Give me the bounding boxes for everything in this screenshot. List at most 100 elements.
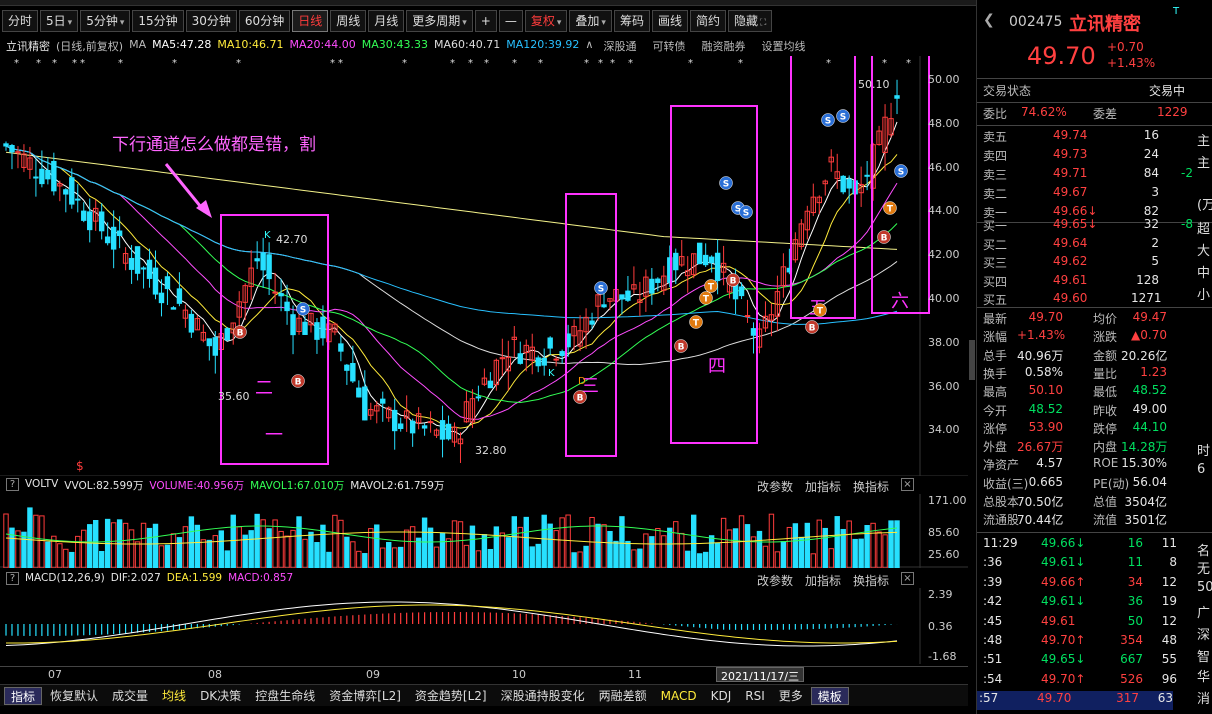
event-marker[interactable]: * (236, 58, 241, 69)
tab-daily[interactable]: 日线 (292, 10, 329, 32)
sell-signal-icon[interactable]: S (836, 109, 850, 123)
link-convertible[interactable]: 可转债 (652, 40, 686, 53)
buy-signal-icon[interactable]: B (726, 273, 740, 287)
help-icon[interactable]: ? (6, 572, 19, 585)
sell-signal-icon[interactable]: S (594, 281, 608, 295)
tab-chips[interactable]: 筹码 (613, 10, 650, 32)
event-marker[interactable]: * (330, 58, 335, 69)
tab-hide[interactable]: 隐藏 ⛶ (728, 10, 773, 32)
help-icon[interactable]: ? (6, 478, 19, 491)
fullscreen-icon[interactable]: ⛶ (760, 18, 767, 28)
event-marker[interactable]: * (610, 58, 615, 69)
event-marker[interactable]: * (538, 58, 543, 69)
event-marker[interactable]: * (598, 58, 603, 69)
macd-add-indicator-button[interactable]: 加指标 (804, 574, 841, 588)
event-marker[interactable]: * (584, 58, 589, 69)
event-marker[interactable]: * (172, 58, 177, 69)
indicator-tab-12[interactable]: RSI (745, 688, 765, 703)
tab-5min[interactable]: 5分钟 ▾ (80, 10, 131, 32)
t-signal-icon[interactable]: T (883, 201, 897, 215)
sell-signal-icon[interactable]: S (739, 205, 753, 219)
event-marker[interactable]: * (36, 58, 41, 69)
event-marker[interactable]: * (450, 58, 455, 69)
event-marker[interactable]: * (468, 58, 473, 69)
indicator-tab-5[interactable]: 控盘生命线 (255, 688, 316, 703)
event-marker[interactable]: * (80, 58, 85, 69)
buy-signal-icon[interactable]: B (233, 325, 247, 339)
event-marker[interactable]: * (826, 58, 831, 69)
tab-monthly[interactable]: 月线 (368, 10, 405, 32)
indicator-tab-0[interactable]: 指标 (4, 686, 43, 705)
indicator-tab-14[interactable]: 模板 (810, 686, 849, 705)
event-marker[interactable]: * (52, 58, 57, 69)
t-signal-icon[interactable]: T (813, 303, 827, 317)
buys-row[interactable]: 买三 49.62 5 (981, 254, 1171, 273)
sells-row[interactable]: 卖三 49.71 84 -2 (981, 166, 1193, 185)
sells-row[interactable]: 卖二 49.67 3 (981, 185, 1171, 204)
t-signal-icon[interactable]: T (699, 291, 713, 305)
vol-add-indicator-button[interactable]: 加指标 (804, 480, 841, 494)
event-marker[interactable]: * (14, 58, 19, 69)
link-margin[interactable]: 融资融券 (701, 40, 746, 53)
buy-signal-icon[interactable]: B (573, 390, 587, 404)
event-marker[interactable]: * (906, 58, 911, 69)
event-marker[interactable]: * (628, 58, 633, 69)
event-marker[interactable]: * (118, 58, 123, 69)
vol-edit-params-button[interactable]: 改参数 (756, 480, 793, 494)
link-ma-settings[interactable]: 设置均线 (761, 40, 806, 53)
sell-signal-icon[interactable]: S (894, 164, 908, 178)
tab-more-periods[interactable]: 更多周期 ▾ (406, 10, 473, 32)
t-signal-icon[interactable]: T (689, 315, 703, 329)
sells-row[interactable]: 卖四 49.73 24 (981, 147, 1171, 166)
indicator-tab-1[interactable]: 恢复默认 (50, 688, 99, 703)
buy-signal-icon[interactable]: B (877, 230, 891, 244)
sells-row[interactable]: 卖一 49.66↓ 82 (981, 204, 1171, 223)
tab-fenshi[interactable]: 分时 (2, 10, 39, 32)
buys-row[interactable]: 买二 49.64 2 (981, 236, 1171, 255)
kline-chart[interactable]: *************************二三四五六一42.7035.6… (0, 56, 968, 476)
zoom-out-button[interactable]: — (498, 10, 523, 32)
close-icon[interactable]: × (901, 478, 914, 491)
buys-row[interactable]: 买五 49.60 1271 (981, 291, 1171, 310)
close-icon[interactable]: × (901, 572, 914, 585)
t-signal-icon[interactable]: T (704, 279, 718, 293)
macd-switch-indicator-button[interactable]: 换指标 (852, 574, 889, 588)
sell-signal-icon[interactable]: S (719, 176, 733, 190)
indicator-tab-4[interactable]: DK决策 (200, 688, 242, 703)
buys-row[interactable]: 买四 49.61 128 (981, 273, 1171, 292)
indicator-tab-10[interactable]: MACD (660, 688, 697, 703)
indicator-tab-11[interactable]: KDJ (710, 688, 732, 703)
indicator-tab-2[interactable]: 成交量 (112, 688, 149, 703)
event-marker[interactable]: * (484, 58, 489, 69)
tab-fuquan[interactable]: 复权 ▾ (524, 10, 568, 32)
tab-30min[interactable]: 30分钟 (185, 10, 237, 32)
event-marker[interactable]: * (338, 58, 343, 69)
panel-splitter[interactable] (969, 340, 975, 380)
event-marker[interactable]: * (72, 58, 77, 69)
event-marker[interactable]: * (688, 58, 693, 69)
tab-5day[interactable]: 5日 ▾ (40, 10, 79, 32)
buys-row[interactable]: 买一 49.65↓ 32 -8 (981, 217, 1193, 236)
tab-draw[interactable]: 画线 (651, 10, 688, 32)
ma-more-toggle[interactable]: ∧ (585, 38, 594, 51)
tab-simple[interactable]: 简约 (689, 10, 726, 32)
indicator-tab-13[interactable]: 更多 (778, 688, 803, 703)
indicator-tab-7[interactable]: 资金趋势[L2] (414, 688, 487, 703)
indicator-tab-6[interactable]: 资金博弈[L2] (329, 688, 401, 703)
tab-15min[interactable]: 15分钟 (132, 10, 184, 32)
tab-overlay[interactable]: 叠加 ▾ (569, 10, 612, 32)
indicator-tab-3[interactable]: 均线 (162, 688, 187, 703)
tab-weekly[interactable]: 周线 (330, 10, 367, 32)
indicator-tab-8[interactable]: 深股通持股变化 (500, 688, 585, 703)
sells-row[interactable]: 卖五 49.74 16 (981, 128, 1171, 147)
buy-signal-icon[interactable]: B (805, 320, 819, 334)
indicator-tab-9[interactable]: 两融差额 (598, 688, 647, 703)
event-marker[interactable]: * (882, 58, 887, 69)
zoom-in-button[interactable]: + (474, 10, 497, 32)
event-marker[interactable]: * (738, 58, 743, 69)
event-marker[interactable]: * (512, 58, 517, 69)
vol-switch-indicator-button[interactable]: 换指标 (852, 480, 889, 494)
sell-signal-icon[interactable]: S (296, 302, 310, 316)
buy-signal-icon[interactable]: B (674, 339, 688, 353)
tab-60min[interactable]: 60分钟 (238, 10, 291, 32)
